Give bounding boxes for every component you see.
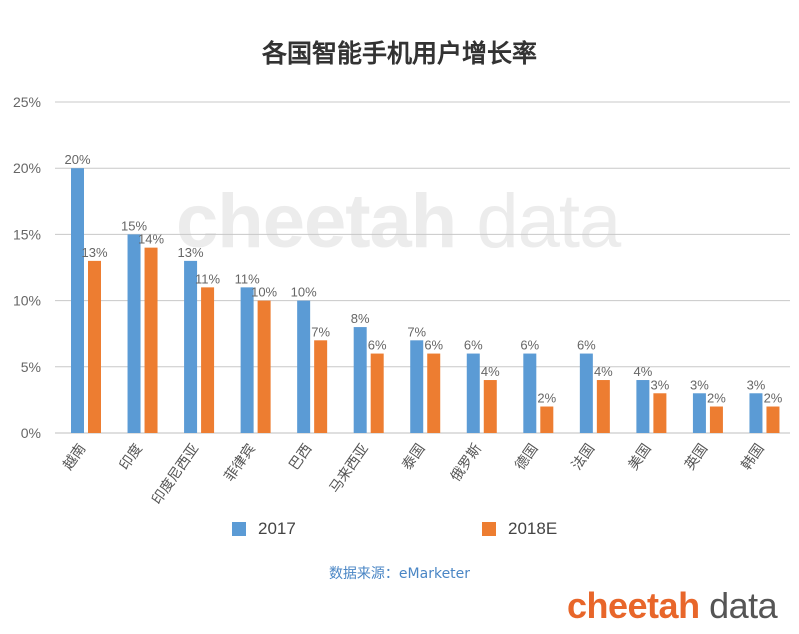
bar-2017: [297, 300, 311, 433]
bar-2018e: [201, 287, 215, 433]
data-label: 3%: [690, 377, 709, 392]
data-label: 14%: [138, 232, 164, 247]
data-label: 13%: [81, 245, 107, 260]
data-label: 4%: [633, 364, 652, 379]
data-label: 15%: [121, 218, 147, 233]
data-label: 6%: [368, 338, 387, 353]
y-tick-label: 10%: [13, 293, 41, 309]
bar-2017: [184, 260, 198, 433]
legend-swatch-2018e: [482, 522, 496, 536]
brand-logo-part1: cheetah: [567, 585, 700, 626]
data-label: 10%: [251, 285, 277, 300]
data-label: 2%: [537, 391, 556, 406]
bar-2018e: [540, 406, 554, 433]
y-tick-label: 25%: [13, 94, 41, 110]
watermark-part1: cheetah: [176, 179, 457, 264]
bar-2017: [410, 340, 424, 433]
data-label: 6%: [577, 338, 596, 353]
data-label: 6%: [424, 338, 443, 353]
y-tick-label: 20%: [13, 160, 41, 176]
bar-2018e: [144, 247, 158, 433]
x-tick-label: 菲律宾: [222, 441, 259, 485]
brand-logo-part2: data: [699, 585, 778, 626]
bar-2017: [749, 393, 763, 433]
bar-2017: [692, 393, 706, 433]
brand-logo: cheetah data: [567, 585, 778, 627]
x-tick-label: 俄罗斯: [448, 441, 485, 485]
bar-2017: [636, 380, 650, 433]
legend-item-2018e: 2018E: [482, 519, 557, 539]
data-label: 20%: [64, 152, 90, 167]
x-tick-label: 德国: [512, 441, 541, 473]
bar-2017: [523, 353, 537, 433]
x-tick-label: 巴西: [286, 441, 315, 473]
x-tick-label: 美国: [625, 441, 654, 473]
bar-2018e: [314, 340, 328, 433]
data-label: 10%: [291, 285, 317, 300]
y-tick-label: 15%: [13, 226, 41, 242]
legend-label-2018e: 2018E: [508, 519, 558, 538]
data-label: 2%: [707, 391, 726, 406]
bar-2018e: [596, 380, 610, 433]
bar-2018e: [427, 353, 441, 433]
data-label: 3%: [650, 377, 669, 392]
legend-item-2017: 2017: [232, 519, 296, 539]
x-tick-label: 泰国: [399, 441, 428, 473]
bar-2017: [127, 234, 141, 433]
data-label: 11%: [195, 271, 220, 286]
x-tick-label: 印度: [117, 441, 146, 473]
bar-2018e: [483, 380, 497, 433]
data-label: 2%: [764, 391, 783, 406]
legend-label-2017: 2017: [258, 519, 296, 538]
x-tick-label: 越南: [60, 441, 89, 473]
data-label: 6%: [464, 338, 483, 353]
bar-2018e: [257, 300, 271, 433]
x-tick-label: 韩国: [739, 441, 768, 473]
bar-2017: [71, 168, 84, 433]
data-label: 7%: [407, 324, 426, 339]
watermark-text: cheetah data: [176, 178, 621, 265]
bar-2017: [353, 327, 367, 433]
watermark-part2: data: [456, 179, 621, 264]
source-note: 数据来源：eMarketer: [328, 566, 471, 582]
bar-2018e: [370, 353, 384, 433]
bar-2017: [466, 353, 480, 433]
bar-2018e: [653, 393, 667, 433]
data-label: 7%: [311, 324, 330, 339]
bar-2018e: [766, 406, 780, 433]
bar-2017: [240, 287, 254, 433]
x-tick-label: 法国: [569, 441, 598, 473]
legend-swatch-2017: [232, 522, 246, 536]
data-label: 13%: [178, 245, 204, 260]
data-label: 8%: [351, 311, 370, 326]
data-label: 11%: [235, 271, 260, 286]
y-tick-label: 0%: [21, 425, 41, 441]
data-label: 4%: [594, 364, 613, 379]
x-tick-label: 印度尼西亚: [149, 441, 202, 508]
bar-2018e: [88, 260, 101, 433]
x-tick-label: 马来西亚: [327, 441, 372, 496]
chart-title: 各国智能手机用户增长率: [261, 39, 537, 68]
bar-2018e: [709, 406, 723, 433]
x-tick-label: 英国: [681, 441, 711, 474]
data-label: 3%: [747, 377, 766, 392]
bar-2017: [579, 353, 593, 433]
data-label: 4%: [481, 364, 500, 379]
y-tick-label: 5%: [21, 359, 41, 375]
data-label: 6%: [520, 338, 539, 353]
